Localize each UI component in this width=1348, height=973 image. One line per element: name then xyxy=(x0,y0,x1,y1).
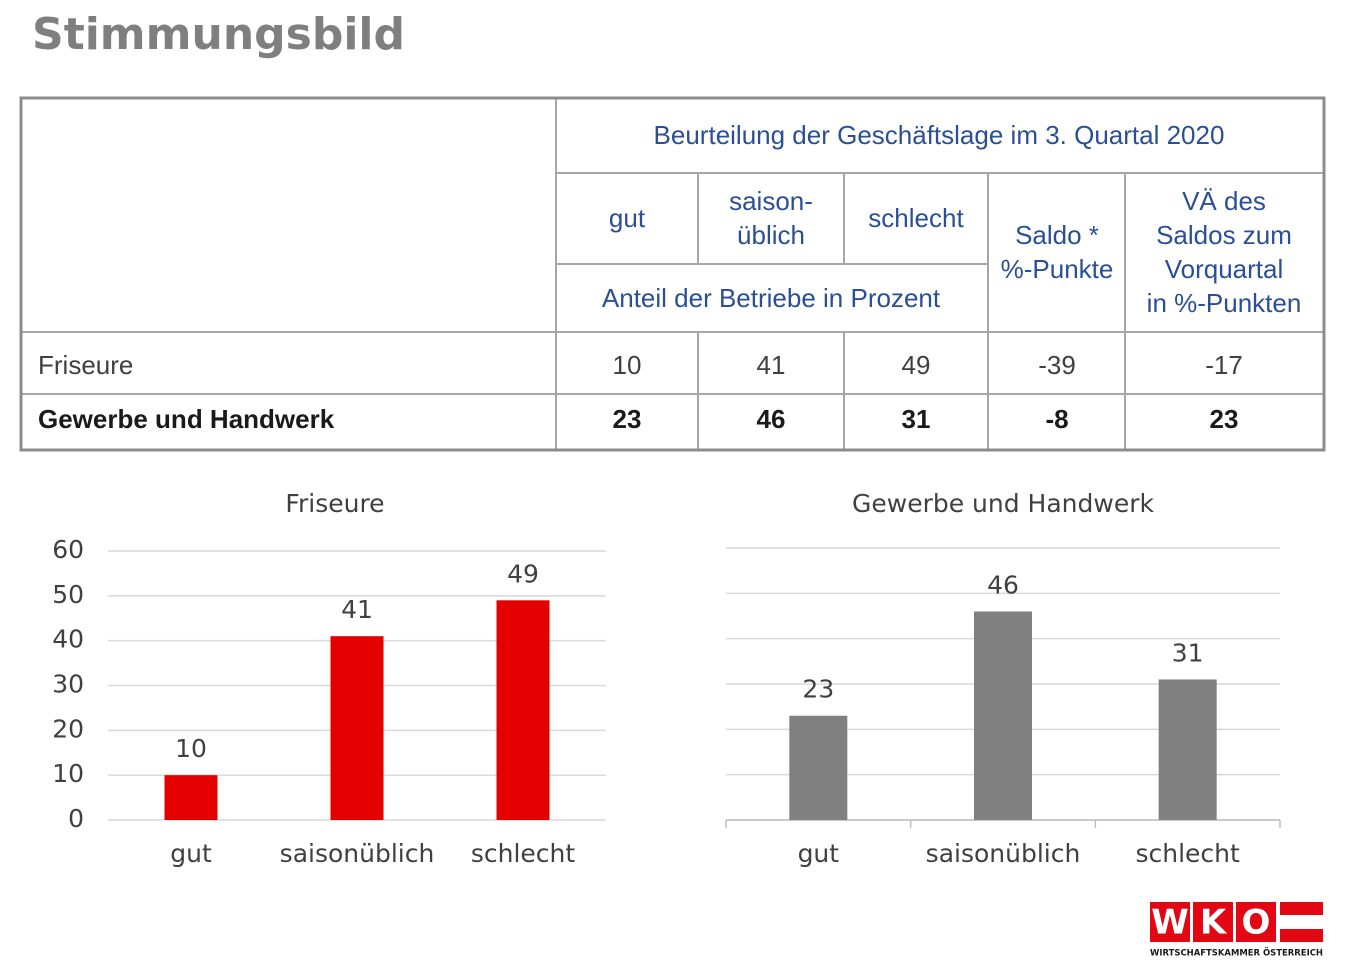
cell-value: -17 xyxy=(1205,350,1243,380)
logo-letter: O xyxy=(1242,903,1271,943)
cell-value: -39 xyxy=(1038,350,1076,380)
bar xyxy=(164,775,218,820)
x-tick-label: gut xyxy=(170,839,212,868)
bar xyxy=(496,600,550,820)
column-header: gut xyxy=(609,203,646,233)
logo xyxy=(1150,902,1323,942)
cell-value: 41 xyxy=(757,350,786,380)
cell-value: 31 xyxy=(902,404,931,434)
bar xyxy=(1158,679,1217,820)
chart-title: Gewerbe und Handwerk xyxy=(852,489,1155,518)
cell-value: 23 xyxy=(1210,404,1239,434)
logo-text: WIRTSCHAFTSKAMMER ÖSTERREICH xyxy=(1150,948,1323,959)
value-label: 41 xyxy=(341,595,373,624)
cell-value: -8 xyxy=(1045,404,1068,434)
x-tick-label: saisonüblich xyxy=(280,839,435,868)
x-tick-label: gut xyxy=(798,839,840,868)
column-header: in %-Punkten xyxy=(1147,288,1302,318)
y-tick-label: 60 xyxy=(52,535,84,564)
column-header: Vorquartal xyxy=(1165,254,1284,284)
cell-value: 46 xyxy=(757,404,786,434)
row-label: Gewerbe und Handwerk xyxy=(38,404,335,434)
value-label: 46 xyxy=(987,570,1019,599)
table-caption: Beurteilung der Geschäftslage im 3. Quar… xyxy=(654,120,1225,150)
table-grid xyxy=(19,96,1326,452)
column-header: schlecht xyxy=(868,203,964,233)
x-tick-label: schlecht xyxy=(471,839,576,868)
logo-letter: K xyxy=(1200,903,1228,943)
cell-value: 23 xyxy=(613,404,642,434)
cell-value: 10 xyxy=(613,350,642,380)
cell-value: 49 xyxy=(902,350,931,380)
value-label: 49 xyxy=(507,559,539,588)
y-tick-label: 0 xyxy=(68,804,84,833)
y-tick-label: 50 xyxy=(52,580,84,609)
bar xyxy=(789,715,848,820)
column-header: Saldo * xyxy=(1015,220,1099,250)
row-label: Friseure xyxy=(38,350,133,380)
column-header: saison- xyxy=(729,186,813,216)
y-tick-label: 30 xyxy=(52,670,84,699)
column-header: %-Punkte xyxy=(1001,254,1114,284)
column-header: Saldos zum xyxy=(1156,220,1292,250)
y-tick-label: 10 xyxy=(52,759,84,788)
page-title: Stimmungsbild xyxy=(32,9,405,60)
x-tick-label: schlecht xyxy=(1135,839,1240,868)
y-tick-label: 40 xyxy=(52,625,84,654)
bar xyxy=(974,611,1032,820)
column-header: üblich xyxy=(737,220,805,250)
value-label: 23 xyxy=(802,675,834,704)
column-header: VÄ des xyxy=(1182,186,1266,216)
x-tick-label: saisonüblich xyxy=(926,839,1081,868)
bar xyxy=(330,636,384,820)
chart-title: Friseure xyxy=(285,489,384,518)
logo-letter: W xyxy=(1151,903,1189,943)
value-label: 10 xyxy=(175,734,207,763)
y-tick-label: 20 xyxy=(52,714,84,743)
unit-note: Anteil der Betriebe in Prozent xyxy=(602,283,941,313)
value-label: 31 xyxy=(1172,638,1204,667)
